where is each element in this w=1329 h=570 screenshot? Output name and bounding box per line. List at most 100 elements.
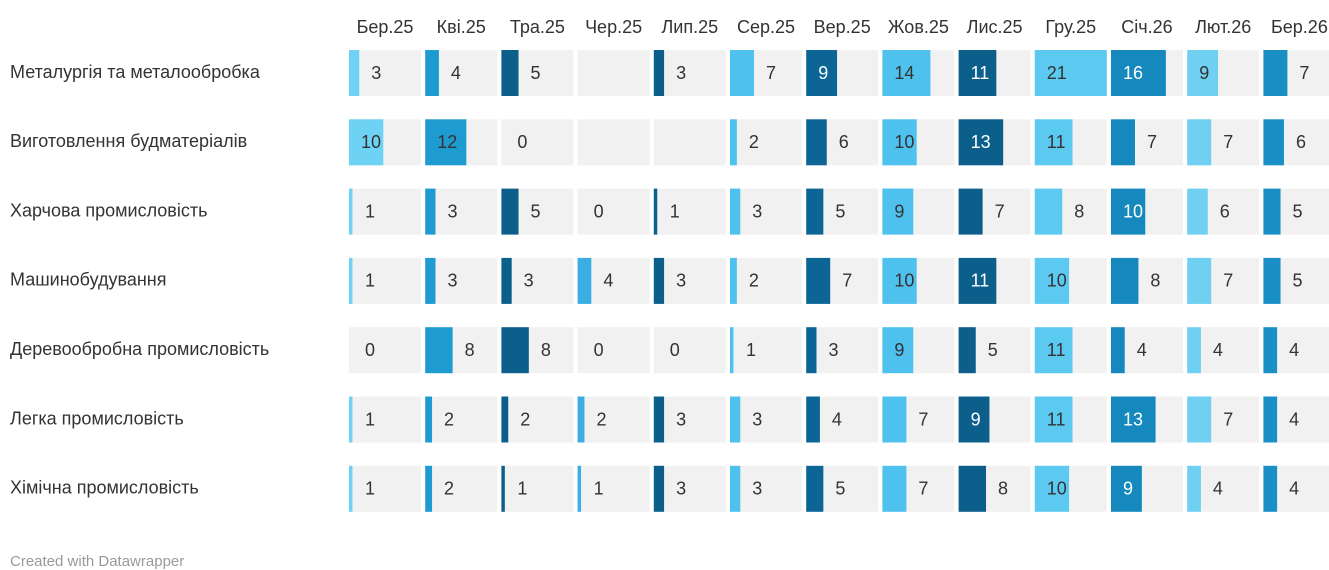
bar <box>806 257 831 304</box>
column-header: Лют.26 <box>1195 17 1251 37</box>
value-label: 13 <box>1123 409 1143 429</box>
value-label: 3 <box>524 271 534 291</box>
value-label: 10 <box>1047 479 1067 499</box>
bar <box>1034 257 1070 304</box>
bar <box>730 396 741 443</box>
bar <box>425 119 467 166</box>
row-label: Виготовлення будматеріалів <box>10 131 247 151</box>
row-label: Хімічна промисловість <box>10 478 199 498</box>
row-label: Харчова промисловість <box>10 200 208 220</box>
value-label: 10 <box>1123 201 1143 221</box>
value-label: 1 <box>594 479 604 499</box>
bar <box>806 119 827 166</box>
bar <box>806 465 824 512</box>
bar <box>349 465 353 512</box>
bar <box>730 119 737 166</box>
cell-background <box>730 465 802 512</box>
footer-note: Created with Datawrapper <box>10 553 184 570</box>
bar <box>958 119 1004 166</box>
bar <box>1034 119 1073 166</box>
value-label: 11 <box>1047 409 1066 429</box>
cell-background <box>577 465 650 512</box>
cell-background <box>730 396 802 443</box>
value-label: 2 <box>444 409 454 429</box>
cell-background <box>653 50 726 96</box>
bar <box>501 327 529 374</box>
value-label: 8 <box>1074 201 1084 221</box>
column-header: Сер.25 <box>737 17 795 37</box>
bar <box>730 465 741 512</box>
bar <box>425 396 433 443</box>
value-label: 7 <box>1299 63 1309 83</box>
value-label: 7 <box>1223 132 1233 152</box>
value-label: 9 <box>1123 479 1133 499</box>
value-label: 4 <box>832 409 842 429</box>
value-label: 0 <box>517 132 527 152</box>
value-label: 1 <box>365 409 375 429</box>
value-label: 9 <box>1199 63 1209 83</box>
value-label: 3 <box>676 271 686 291</box>
bar <box>806 50 838 96</box>
bar <box>882 465 907 512</box>
bar <box>1111 465 1142 512</box>
value-label: 21 <box>1047 63 1067 83</box>
value-label: 11 <box>971 63 990 83</box>
bar <box>730 188 741 235</box>
bar <box>1111 257 1139 304</box>
row-label: Машинобудування <box>10 270 166 290</box>
value-label: 10 <box>894 132 914 152</box>
value-label: 8 <box>465 340 475 360</box>
value-label: 9 <box>894 201 904 221</box>
bar <box>1034 50 1107 96</box>
value-label: 1 <box>746 340 756 360</box>
column-header: Гру.25 <box>1045 17 1096 37</box>
cell-background <box>349 396 421 443</box>
column-header: Бер.26 <box>1271 17 1328 37</box>
column-header: Жов.25 <box>888 17 949 37</box>
column-header: Січ.26 <box>1121 17 1172 37</box>
value-label: 5 <box>1293 271 1303 291</box>
value-label: 0 <box>594 340 604 360</box>
value-label: 7 <box>918 479 928 499</box>
value-label: 8 <box>998 479 1008 499</box>
bar <box>882 188 914 235</box>
value-label: 3 <box>828 340 838 360</box>
cell-background <box>653 188 726 235</box>
column-header: Лис.25 <box>967 17 1023 37</box>
value-label: 6 <box>839 132 849 152</box>
value-label: 9 <box>818 63 828 83</box>
bar <box>1034 465 1070 512</box>
cell-background <box>806 327 879 374</box>
value-label: 16 <box>1123 63 1143 83</box>
cell-background <box>501 257 574 304</box>
value-label: 3 <box>447 271 457 291</box>
value-label: 3 <box>676 409 686 429</box>
bar <box>349 257 353 304</box>
cell-background <box>577 396 650 443</box>
value-label: 4 <box>1137 340 1147 360</box>
cell-background <box>501 465 574 512</box>
cell-background <box>349 327 421 374</box>
row-label: Легка промисловість <box>10 408 184 428</box>
value-label: 4 <box>1289 479 1299 499</box>
cell-background <box>730 188 802 235</box>
bar <box>653 50 665 96</box>
value-label: 3 <box>676 63 686 83</box>
bar <box>1187 327 1201 374</box>
value-label: 10 <box>894 271 914 291</box>
value-label: 0 <box>670 340 680 360</box>
value-label: 11 <box>971 271 990 291</box>
bar <box>806 327 817 374</box>
value-label: 7 <box>1223 409 1233 429</box>
value-label: 9 <box>894 340 904 360</box>
bar <box>1187 396 1212 443</box>
bar <box>1187 119 1212 166</box>
value-label: 0 <box>365 340 375 360</box>
value-label: 4 <box>1213 340 1223 360</box>
cell-background <box>577 50 650 96</box>
value-label: 7 <box>1147 132 1157 152</box>
value-label: 5 <box>1293 201 1303 221</box>
bar <box>730 50 754 96</box>
value-label: 8 <box>1150 271 1160 291</box>
bar <box>730 257 737 304</box>
